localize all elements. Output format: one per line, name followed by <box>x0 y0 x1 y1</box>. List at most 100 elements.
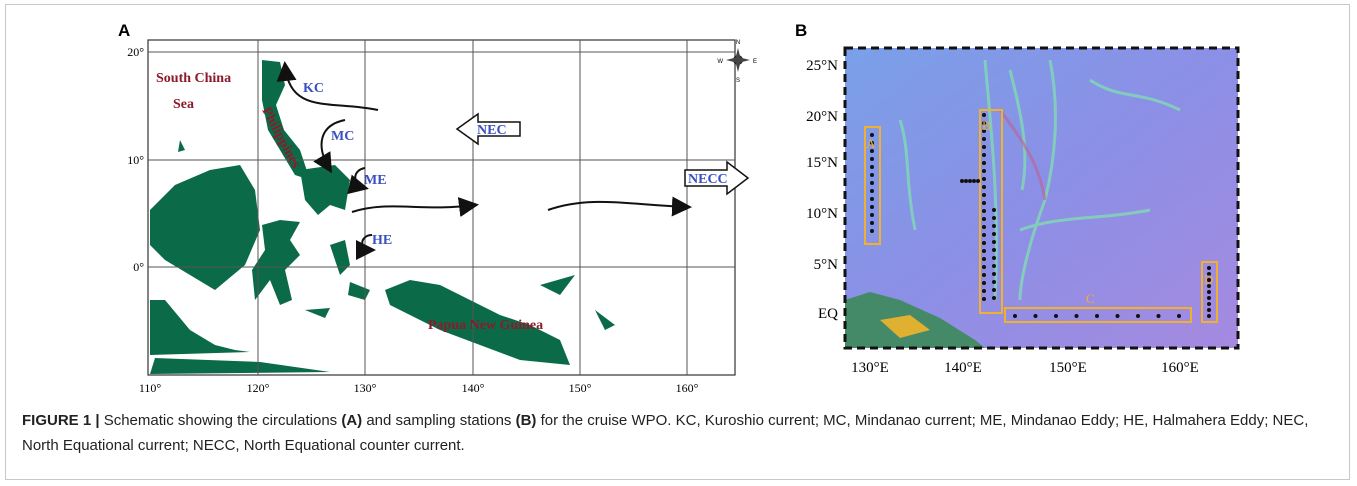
lat-label: 10° <box>127 153 144 167</box>
station <box>982 289 986 293</box>
station <box>992 208 996 212</box>
box-label: B <box>982 118 991 133</box>
place-label: South China <box>156 71 231 86</box>
station <box>1054 314 1058 318</box>
station <box>982 185 986 189</box>
station <box>992 264 996 268</box>
station <box>1207 278 1211 282</box>
station <box>870 165 874 169</box>
caption-ref: (B) <box>515 412 537 429</box>
station <box>1156 314 1161 318</box>
station <box>982 241 986 245</box>
station <box>992 288 996 292</box>
station <box>972 179 976 183</box>
station <box>992 296 996 300</box>
figure-label: FIGURE 1 | <box>22 412 100 429</box>
compass <box>726 48 750 72</box>
station <box>1207 266 1211 270</box>
current-label: HE <box>372 233 392 248</box>
station <box>1207 290 1211 294</box>
current-label: ME <box>364 173 387 188</box>
station <box>1207 314 1211 318</box>
station <box>1074 314 1079 318</box>
panel-label: B <box>795 21 807 40</box>
caption-text: for the cruise WPO. KC, Kuroshio current… <box>22 412 1309 454</box>
lon-label: 160° <box>676 381 699 395</box>
lon-label: 130° <box>354 381 377 395</box>
lon-label: 140°E <box>944 360 982 376</box>
station <box>992 248 996 252</box>
station <box>1095 314 1099 318</box>
station <box>870 173 874 177</box>
station <box>992 216 996 220</box>
station <box>1207 296 1211 300</box>
station <box>982 273 986 277</box>
station <box>982 233 986 237</box>
figure-frame <box>5 4 1350 480</box>
place-label: Papua New Guinea <box>428 318 543 333</box>
station <box>982 121 986 125</box>
land <box>880 315 930 338</box>
lon-label: 110° <box>139 381 162 395</box>
station <box>982 225 986 229</box>
caption-text: Schematic showing the circulations <box>99 412 342 429</box>
lon-label: 150°E <box>1049 360 1087 376</box>
compass-label: S <box>736 78 740 84</box>
station <box>982 177 986 181</box>
station <box>1207 272 1211 276</box>
station <box>982 153 986 157</box>
station <box>982 249 986 253</box>
map-b: 25°N 20°N 15°N 10°N 5°N EQ 130°E 140°E 150°E 160°… <box>806 46 1240 376</box>
current-arrows <box>276 61 750 260</box>
lat-label: EQ <box>818 306 838 322</box>
station <box>960 179 964 183</box>
caption-text: and sampling stations <box>362 412 516 429</box>
box-label: A <box>866 136 876 151</box>
lon-label: 150° <box>569 381 592 395</box>
station <box>870 221 874 225</box>
lon-label: 140° <box>462 381 485 395</box>
station <box>1207 308 1211 312</box>
station <box>968 179 972 183</box>
current-label: NEC <box>477 123 507 138</box>
station <box>992 232 996 236</box>
station <box>1177 314 1181 318</box>
lat-label: 0° <box>133 260 144 274</box>
lat-label: 25°N <box>806 58 838 74</box>
stations <box>870 113 1211 318</box>
compass-label: E <box>753 59 757 65</box>
station <box>870 149 874 153</box>
station <box>870 181 874 185</box>
map-a: 110° 120° 130° 140° 150° 160° 20° 10° 0° South Ch… <box>127 39 757 395</box>
figure: A <box>118 21 1240 395</box>
station <box>982 217 986 221</box>
station <box>982 297 986 301</box>
station <box>982 169 986 173</box>
lon-label: 130°E <box>851 360 889 376</box>
station <box>992 256 996 260</box>
lat-label: 5°N <box>814 257 838 273</box>
lat-label: 10°N <box>806 206 838 222</box>
current-label: NECC <box>688 172 728 187</box>
station-boxes <box>864 109 1218 323</box>
box-label: D <box>1204 272 1213 287</box>
station <box>982 257 986 261</box>
station <box>870 189 874 193</box>
station <box>982 113 986 117</box>
station <box>1207 284 1211 288</box>
station <box>982 265 986 269</box>
lat-label: 20°N <box>806 109 838 125</box>
station <box>1115 314 1120 318</box>
station <box>982 145 986 149</box>
station <box>992 224 996 228</box>
trench <box>998 109 1047 201</box>
station <box>1013 314 1017 318</box>
lon-label: 120° <box>247 381 270 395</box>
compass-label: N <box>736 40 740 46</box>
land <box>150 60 615 374</box>
lat-label: 20° <box>127 45 144 59</box>
compass-label: W <box>717 59 723 65</box>
station <box>982 161 986 165</box>
station <box>992 272 996 276</box>
